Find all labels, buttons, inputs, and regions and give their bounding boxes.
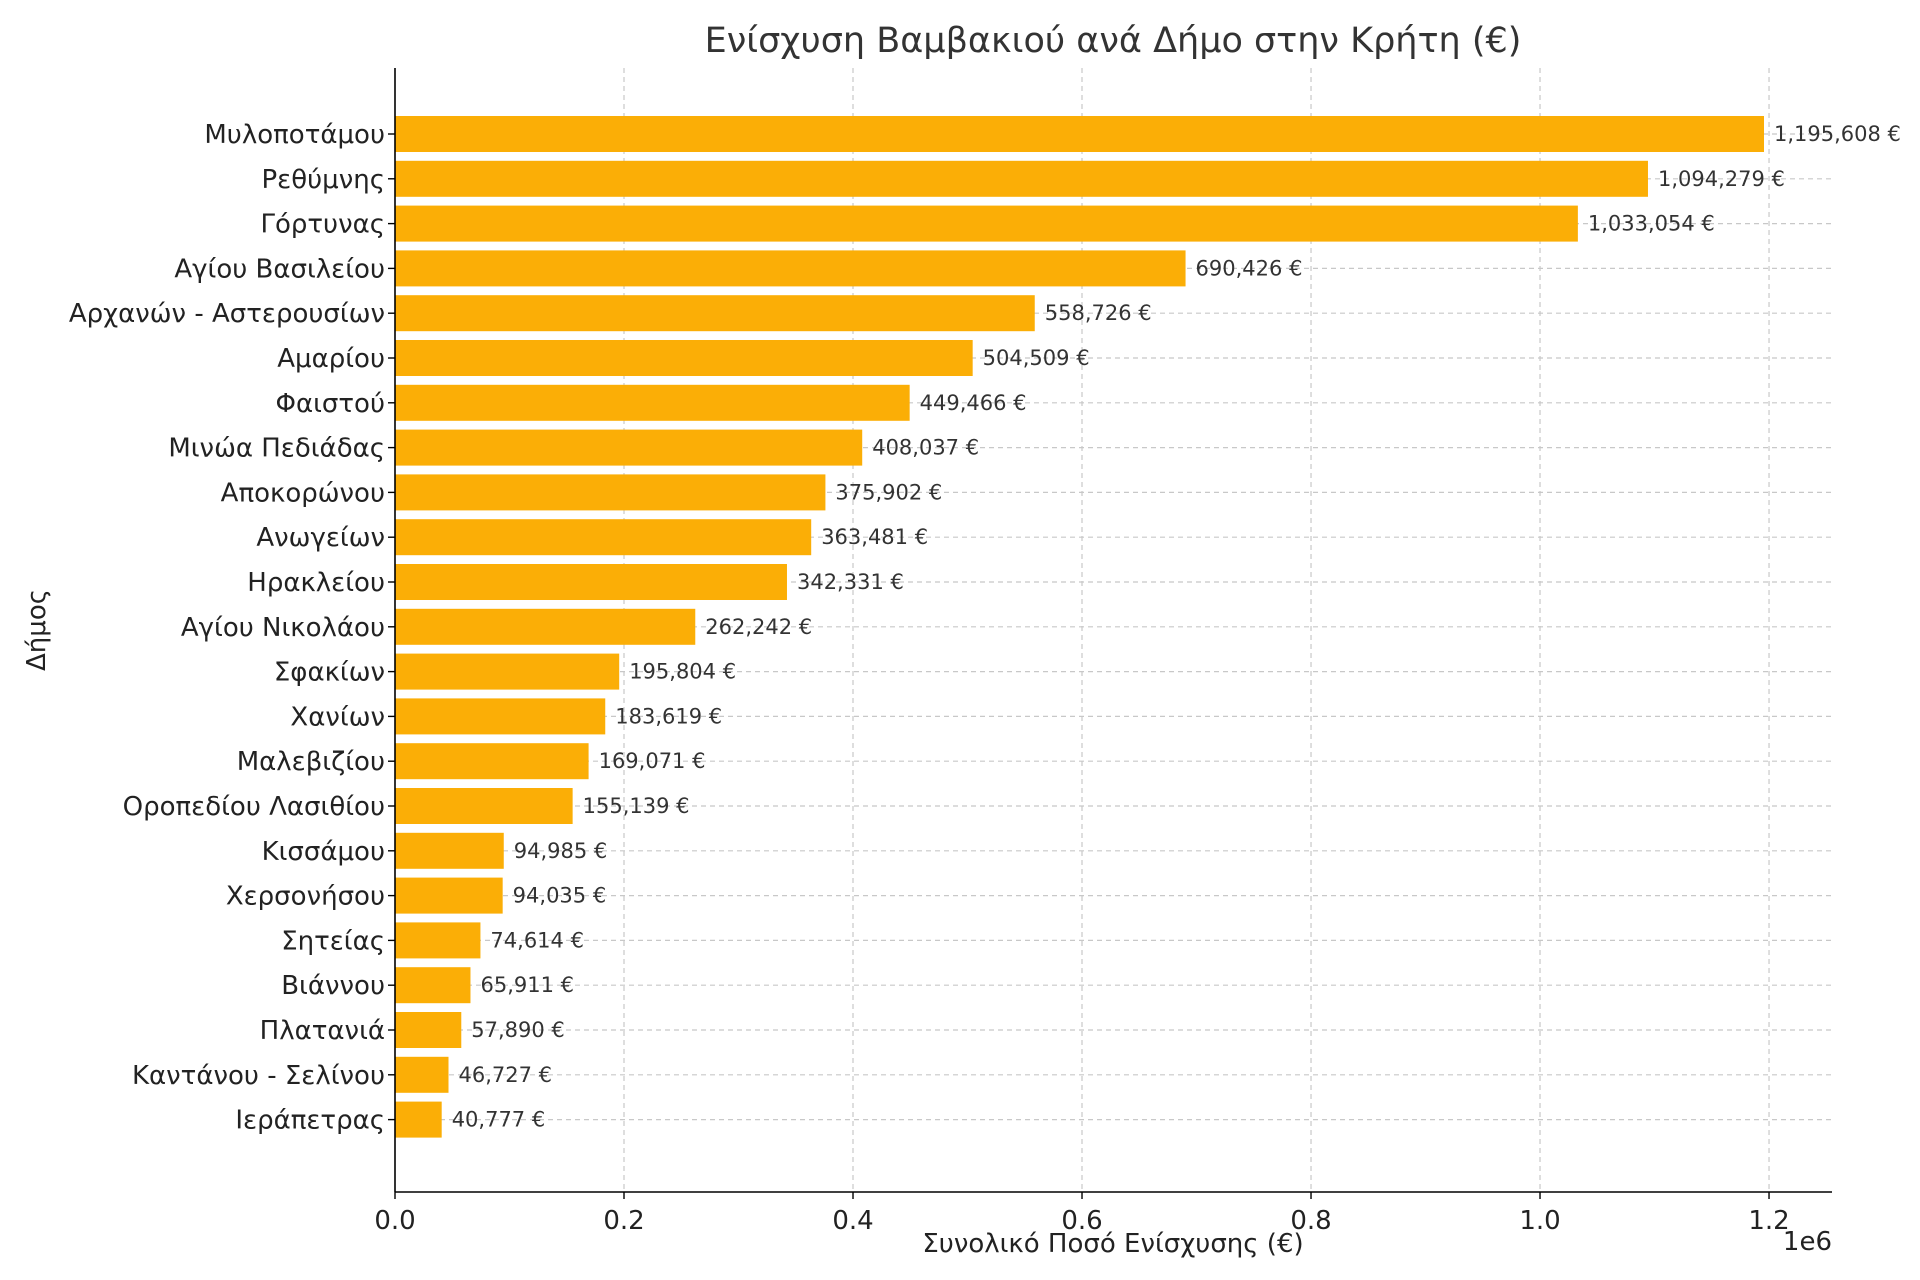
bar-value-label: 195,804 € — [629, 660, 736, 684]
bars — [395, 116, 1764, 1138]
bar-value-label: 169,071 € — [599, 749, 706, 773]
bar-value-label: 46,727 € — [459, 1063, 553, 1087]
y-tick-label: Αγίου Νικολάου — [181, 613, 385, 643]
y-tick-label: Αγίου Βασιλείου — [174, 254, 385, 284]
bar-value-label: 375,902 € — [835, 480, 942, 504]
bar — [395, 922, 481, 959]
y-tick-label: Ηρακλείου — [247, 568, 385, 598]
bar — [395, 250, 1186, 287]
bar-value-label: 504,509 € — [983, 346, 1090, 370]
bar-value-label: 65,911 € — [480, 973, 574, 997]
bar-value-label: 94,985 € — [514, 839, 608, 863]
y-tick-label: Σφακίων — [274, 658, 385, 688]
y-tick-label: Αρχανών - Αστερουσίων — [69, 299, 385, 329]
bar — [395, 1101, 442, 1138]
y-tick-label: Ρεθύμνης — [262, 165, 386, 195]
y-tick-label: Μυλοποτάμου — [204, 120, 385, 150]
bar-value-label: 183,619 € — [615, 704, 722, 728]
y-tick-label: Αμαρίου — [277, 344, 385, 374]
bar — [395, 519, 812, 556]
x-tick-label: 0.0 — [374, 1206, 415, 1236]
bar — [395, 205, 1578, 242]
x-tick-label: 1.0 — [1519, 1206, 1560, 1236]
y-tick-label: Καντάνου - Σελίνου — [132, 1061, 385, 1091]
labels: 1,195,608 € Μυλοποτάμου 1,094,279 € Ρεθύμνη… — [69, 120, 1901, 1236]
x-tick-label: 0.6 — [1061, 1206, 1102, 1236]
y-tick-label: Γόρτυνας — [260, 210, 385, 240]
bar — [395, 743, 589, 780]
bar-value-label: 262,242 € — [705, 615, 812, 639]
bar — [395, 698, 606, 735]
y-tick-label: Χερσονήσου — [226, 882, 385, 912]
y-tick-label: Ιεράπετρας — [235, 1106, 385, 1136]
bar — [395, 295, 1035, 332]
bar — [395, 788, 573, 824]
bar-value-label: 74,614 € — [490, 928, 584, 952]
bar — [395, 564, 787, 600]
y-tick-label: Μινώα Πεδιάδας — [168, 434, 385, 464]
y-tick-label: Ανωγείων — [256, 523, 385, 553]
bar — [395, 1012, 462, 1048]
bar — [395, 340, 973, 376]
bar-value-label: 449,466 € — [920, 391, 1027, 415]
bar-value-label: 1,195,608 € — [1774, 122, 1901, 146]
y-tick-label: Χανίων — [290, 702, 385, 732]
y-tick-label: Βιάννου — [281, 971, 385, 1001]
y-tick-label: Οροπεδίου Λασιθίου — [123, 792, 385, 822]
bar — [395, 832, 504, 869]
y-tick-label: Αποκορώνου — [221, 478, 385, 508]
bar — [395, 116, 1764, 152]
y-tick-label: Μαλεβιζίου — [237, 747, 385, 777]
y-tick-label: Φαιστού — [276, 389, 385, 419]
bar-value-label: 57,890 € — [471, 1018, 565, 1042]
y-tick-label: Σητείας — [281, 926, 385, 956]
x-tick-label: 0.2 — [603, 1206, 644, 1236]
bar — [395, 967, 471, 1004]
bar — [395, 474, 826, 511]
bar-value-label: 558,726 € — [1045, 301, 1152, 325]
bar-value-label: 408,037 € — [872, 436, 979, 460]
axes — [388, 68, 1832, 1199]
bar-value-label: 155,139 € — [583, 794, 690, 818]
bar — [395, 608, 696, 645]
bar — [395, 1056, 449, 1093]
bar-value-label: 1,033,054 € — [1588, 212, 1715, 236]
x-tick-label: 0.4 — [832, 1206, 873, 1236]
bar — [395, 429, 863, 466]
x-axis-scale-label: 1e6 — [1783, 1227, 1832, 1257]
y-tick-label: Κισσάμου — [262, 837, 385, 867]
y-axis-label: Δήμος — [22, 589, 52, 671]
bar — [395, 160, 1648, 197]
bar — [395, 384, 910, 421]
y-tick-label: Πλατανιά — [260, 1016, 385, 1046]
x-tick-label: 1.2 — [1748, 1206, 1789, 1236]
bar-value-label: 342,331 € — [797, 570, 904, 594]
bar — [395, 877, 503, 914]
bar-value-label: 1,094,279 € — [1658, 167, 1785, 191]
bar-value-label: 40,777 € — [452, 1108, 546, 1132]
bar — [395, 653, 620, 690]
bar-value-label: 94,035 € — [513, 884, 607, 908]
bar-value-label: 690,426 € — [1196, 256, 1303, 280]
x-tick-label: 0.8 — [1290, 1206, 1331, 1236]
x-axis-label: Συνολικό Ποσό Ενίσχυσης (€) — [922, 1229, 1303, 1259]
bar-value-label: 363,481 € — [821, 525, 928, 549]
chart-title: Ενίσχυση Βαμβακιού ανά Δήμο στην Κρήτη (… — [705, 21, 1522, 61]
